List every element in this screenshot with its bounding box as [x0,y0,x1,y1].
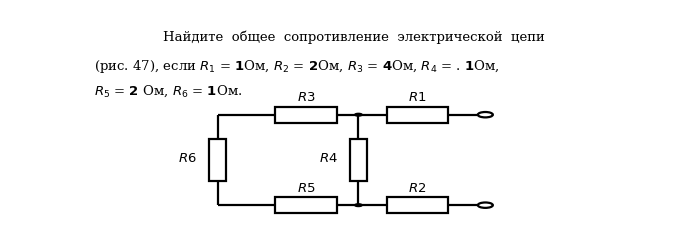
Text: $R1$: $R1$ [408,91,426,104]
Text: $R4$: $R4$ [319,152,338,164]
Circle shape [478,112,493,117]
Text: Найдите  общее  сопротивление  электрической  цепи: Найдите общее сопротивление электрическо… [163,31,545,44]
Text: $R5$: $R5$ [296,182,315,195]
Bar [275,197,337,213]
Bar [209,139,226,181]
Bar [386,197,448,213]
Bar [275,106,337,123]
Text: $R_5$ = $\mathbf{2}$ Ом, $R_6$ = $\mathbf{1}$Ом.: $R_5$ = $\mathbf{2}$ Ом, $R_6$ = $\mathb… [95,84,243,99]
Bar [386,106,448,123]
Text: $R2$: $R2$ [408,182,426,195]
Text: $R3$: $R3$ [296,91,315,104]
Text: $R6$: $R6$ [178,152,197,164]
Text: (рис. 47), если $R_1$ = $\mathbf{1}$Ом, $R_2$ = $\mathbf{2}$Ом, $R_3$ = $\mathbf: (рис. 47), если $R_1$ = $\mathbf{1}$Ом, … [95,58,500,75]
Circle shape [478,202,493,208]
Circle shape [354,204,362,206]
Bar [350,139,367,181]
Circle shape [354,113,362,116]
